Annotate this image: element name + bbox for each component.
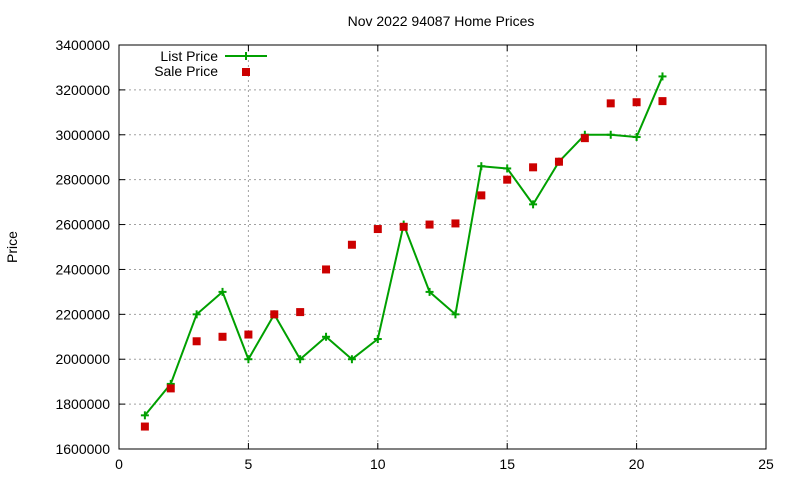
list-price-point [477,162,486,171]
y-tick-label: 2000000 [55,351,110,367]
list-price-point [451,310,460,319]
y-tick-label: 2600000 [55,217,110,233]
list-price-point [503,164,512,173]
y-tick-label: 3200000 [55,82,110,98]
list-price-point [192,310,201,319]
legend-list-price-marker [242,52,250,60]
sale-price-point [451,219,460,228]
y-tick-label: 2400000 [55,261,110,277]
legend-sale-price-marker [242,68,250,76]
sale-price-point [322,265,331,274]
list-price-point [658,72,667,81]
y-axis-label: Price [4,231,20,263]
list-price-point [373,335,382,344]
series-layer [140,72,667,431]
x-tick-label: 0 [115,456,123,472]
x-tick-label: 20 [629,456,645,472]
sale-price-point [373,225,382,234]
sale-price-point [244,330,253,339]
sale-price-point [529,163,538,172]
grid-layer [119,45,766,449]
list-price-point [425,287,434,296]
y-tick-label: 3400000 [55,37,110,53]
list-price-point [632,133,641,142]
legend: List Price Sale Price [154,48,267,79]
sale-price-point [425,220,434,229]
y-tick-label: 2800000 [55,172,110,188]
list-price-point [244,355,253,364]
list-price-point [296,355,305,364]
list-price-point [140,411,149,420]
sale-price-point [580,134,589,143]
chart-title: Nov 2022 94087 Home Prices [348,13,535,29]
list-price-line [144,76,664,416]
x-tick-label: 10 [370,456,386,472]
y-tick-label: 2200000 [55,306,110,322]
sale-price-point [270,310,279,319]
list-price-point [347,355,356,364]
sale-price-point [347,240,356,249]
legend-label-sale-price: Sale Price [154,63,218,79]
x-tick-label: 25 [758,456,774,472]
legend-list-price-plus [242,52,250,60]
axes-layer: 0 5 10 15 20 25 1600000 1800000 2000000 2200000 24… [55,37,774,472]
list-price-point [322,332,331,341]
x-tick-label: 5 [245,456,253,472]
list-price-point [218,287,227,296]
sale-price-point [554,157,563,166]
x-tick-label: 15 [499,456,515,472]
legend-label-list-price: List Price [160,48,218,64]
list-price-point [529,200,538,209]
sale-price-point [296,308,305,317]
sale-price-point [218,332,227,341]
y-tick-label: 1600000 [55,441,110,457]
sale-price-point [166,384,175,393]
sale-price-point [477,191,486,200]
y-tick-label: 1800000 [55,396,110,412]
sale-price-point [192,337,201,346]
sale-price-point [503,175,512,184]
list-price-point [606,130,615,139]
sale-price-point [632,98,641,107]
sale-price-point [399,222,408,231]
sale-price-point [658,97,667,106]
sale-price-point [606,99,615,108]
sale-price-point [140,422,149,431]
plot-frame [118,44,767,450]
y-tick-label: 3000000 [55,127,110,143]
